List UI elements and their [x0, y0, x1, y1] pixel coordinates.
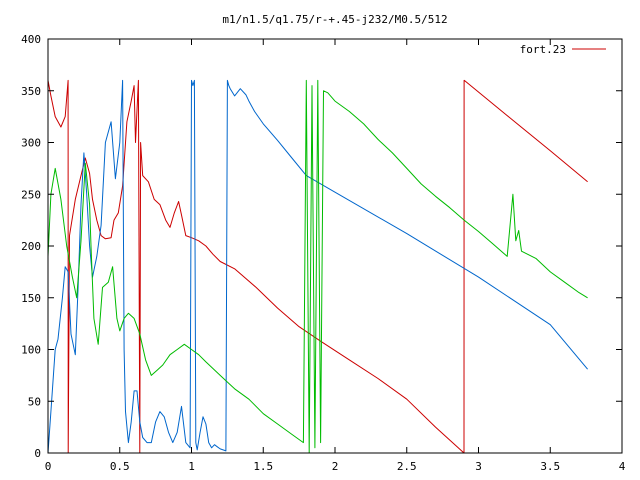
x-tick-label: 3	[475, 460, 482, 473]
series-layer	[47, 79, 588, 454]
y-tick-label: 50	[28, 395, 41, 408]
x-tick-label: 0	[45, 460, 52, 473]
legend-label-fort23: fort.23	[520, 43, 566, 56]
legend: fort.23	[520, 43, 606, 56]
y-tick-label: 250	[21, 188, 41, 201]
x-tick-label: 1.5	[253, 460, 273, 473]
y-tick-label: 350	[21, 85, 41, 98]
x-tick-label: 3.5	[540, 460, 560, 473]
y-tick-label: 300	[21, 137, 41, 150]
chart-title: m1/n1.5/q1.75/r-+.45-j232/M0.5/512	[222, 13, 447, 26]
y-tick-label: 150	[21, 292, 41, 305]
series-line-2	[47, 79, 588, 454]
series-line-1	[47, 79, 588, 454]
y-tick-label: 0	[34, 447, 41, 460]
x-tick-label: 2.5	[397, 460, 417, 473]
series-line-3	[47, 79, 588, 454]
y-tick-label: 400	[21, 33, 41, 46]
y-axis: 0 50 100 150 200 250 300 350 400	[21, 33, 622, 460]
x-tick-label: 0.5	[110, 460, 130, 473]
x-axis: 0 0.5 1 1.5 2 2.5 3 3.5 4	[45, 39, 626, 473]
x-tick-label: 1	[188, 460, 195, 473]
x-tick-label: 4	[619, 460, 626, 473]
y-tick-label: 100	[21, 344, 41, 357]
y-tick-label: 200	[21, 240, 41, 253]
x-tick-label: 2	[332, 460, 339, 473]
